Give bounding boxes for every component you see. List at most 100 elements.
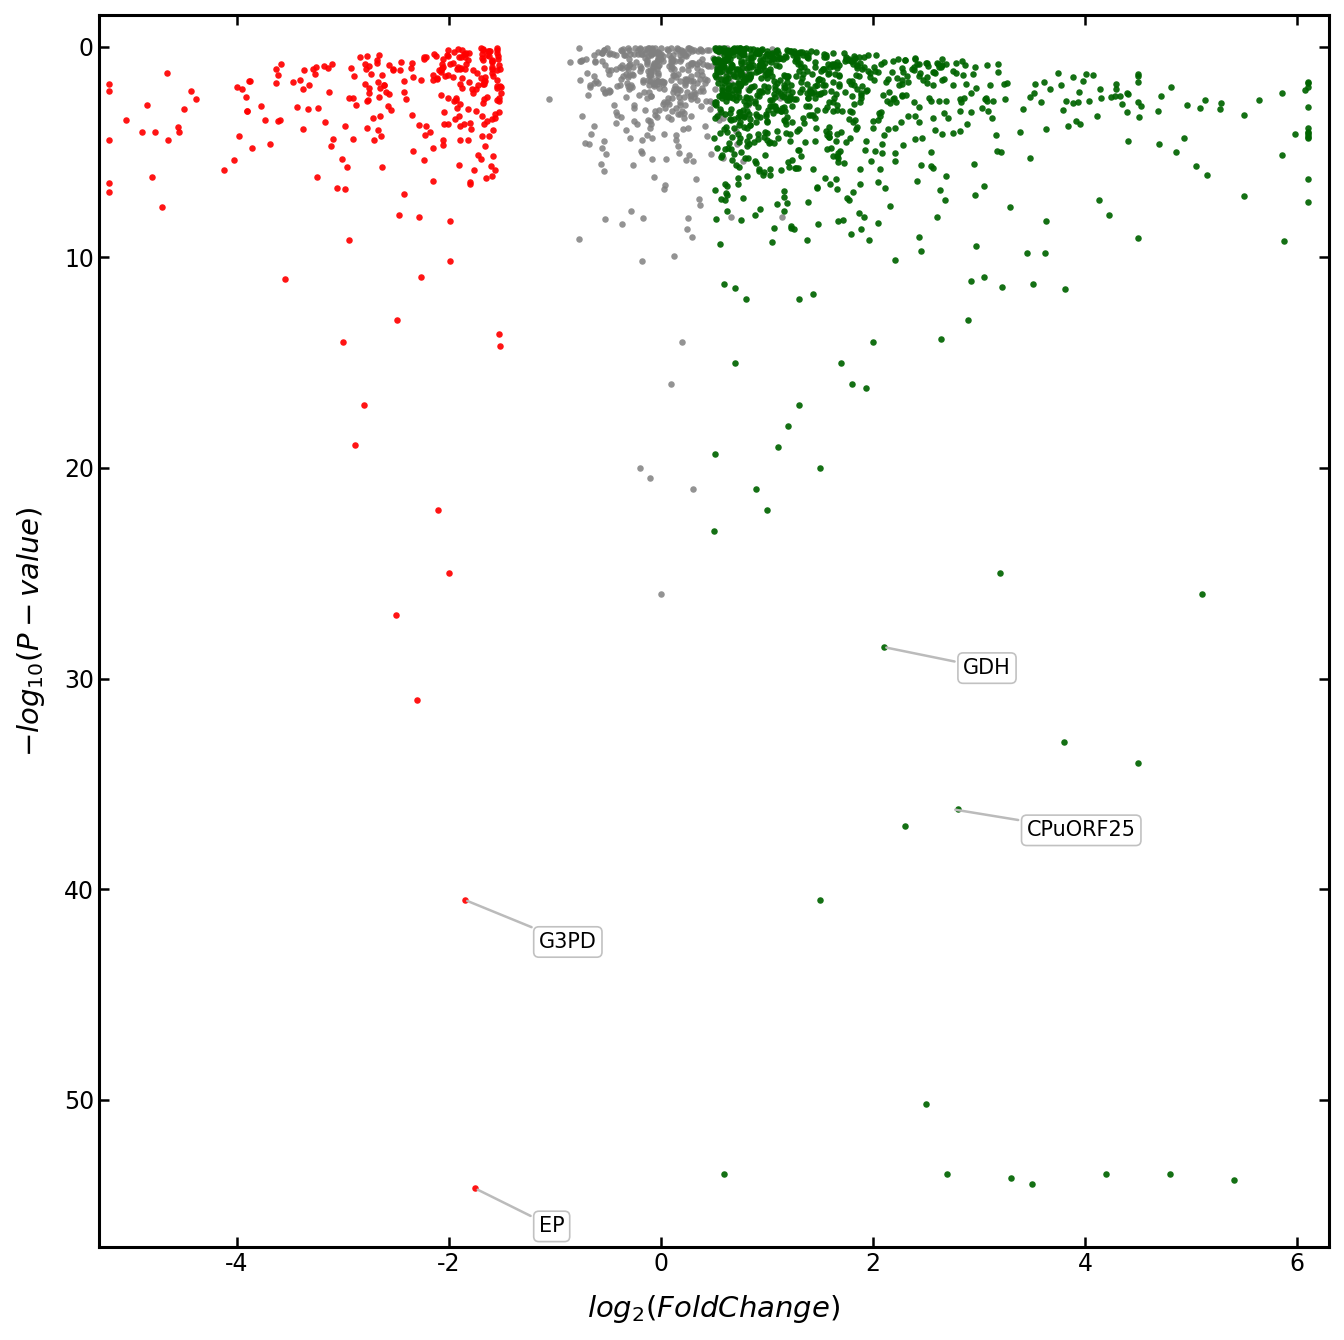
Point xyxy=(454,44,476,66)
Point xyxy=(707,67,728,88)
Point xyxy=(688,51,710,72)
Point xyxy=(730,63,751,84)
Point xyxy=(657,107,679,129)
Point xyxy=(669,44,691,66)
Point xyxy=(660,50,681,71)
Point xyxy=(677,38,699,59)
Point xyxy=(804,131,825,153)
Point xyxy=(804,51,825,72)
Point xyxy=(718,60,739,82)
Point xyxy=(743,131,765,153)
Point xyxy=(757,130,778,151)
Point xyxy=(680,106,702,127)
Point xyxy=(297,98,319,119)
Point xyxy=(792,79,813,100)
Point xyxy=(1274,230,1296,252)
Point xyxy=(671,42,692,63)
Point xyxy=(910,240,931,261)
Point xyxy=(1047,63,1068,84)
Point xyxy=(626,113,648,134)
Point xyxy=(1196,163,1218,185)
Point xyxy=(343,129,364,150)
Point xyxy=(621,76,642,98)
Point xyxy=(270,109,292,130)
Point xyxy=(746,42,767,63)
Point xyxy=(680,52,702,74)
Point xyxy=(642,60,664,82)
Point xyxy=(707,58,728,79)
Point xyxy=(452,78,473,99)
Point xyxy=(749,54,770,75)
Point xyxy=(860,150,882,172)
Point xyxy=(630,44,652,66)
Point xyxy=(883,87,905,109)
Point xyxy=(828,74,849,95)
Point xyxy=(614,119,636,141)
Point xyxy=(384,604,406,626)
Point xyxy=(591,42,613,63)
Point xyxy=(828,55,849,76)
Point xyxy=(841,224,863,245)
Point xyxy=(958,310,980,331)
Point xyxy=(859,229,880,251)
Point xyxy=(757,40,778,62)
Point xyxy=(711,42,732,63)
Point xyxy=(1128,752,1149,773)
Point xyxy=(738,92,759,114)
Point xyxy=(738,94,759,115)
Point xyxy=(797,47,818,68)
Point xyxy=(664,75,685,96)
Point xyxy=(665,78,687,99)
Point xyxy=(477,44,499,66)
Point xyxy=(786,119,808,141)
Point xyxy=(696,70,718,91)
Point xyxy=(706,94,727,115)
Point xyxy=(730,74,751,95)
Point xyxy=(238,71,259,92)
Point xyxy=(422,64,444,86)
Point xyxy=(395,88,417,110)
Point xyxy=(727,79,749,100)
Point xyxy=(473,74,495,95)
Point xyxy=(708,38,730,59)
Point xyxy=(777,66,798,87)
Point xyxy=(732,70,754,91)
Point xyxy=(945,52,966,74)
Point xyxy=(737,100,758,122)
Point xyxy=(1297,71,1318,92)
Point xyxy=(180,80,202,102)
Point xyxy=(785,66,806,87)
Point xyxy=(657,39,679,60)
Point xyxy=(648,63,669,84)
Point xyxy=(714,273,735,295)
Point xyxy=(487,38,508,59)
Point xyxy=(629,457,650,478)
Point xyxy=(728,74,750,95)
Point xyxy=(433,48,454,70)
Point xyxy=(737,130,758,151)
Point xyxy=(735,86,757,107)
Point xyxy=(929,90,950,111)
Point xyxy=(754,64,775,86)
Point xyxy=(367,71,388,92)
Point xyxy=(641,127,663,149)
Point xyxy=(757,111,778,133)
Point xyxy=(132,122,153,143)
Point xyxy=(794,42,816,63)
Point xyxy=(715,48,737,70)
Point xyxy=(710,68,731,90)
Point xyxy=(732,117,754,138)
Point xyxy=(817,96,839,118)
Point xyxy=(474,135,496,157)
Point xyxy=(843,181,864,202)
Point xyxy=(726,58,747,79)
Point xyxy=(894,48,915,70)
Point xyxy=(696,39,718,60)
Point xyxy=(1023,82,1044,103)
Point xyxy=(720,39,742,60)
Point xyxy=(788,158,809,180)
Point xyxy=(726,79,747,100)
Point xyxy=(250,95,271,117)
Point xyxy=(640,44,661,66)
Point xyxy=(801,63,823,84)
